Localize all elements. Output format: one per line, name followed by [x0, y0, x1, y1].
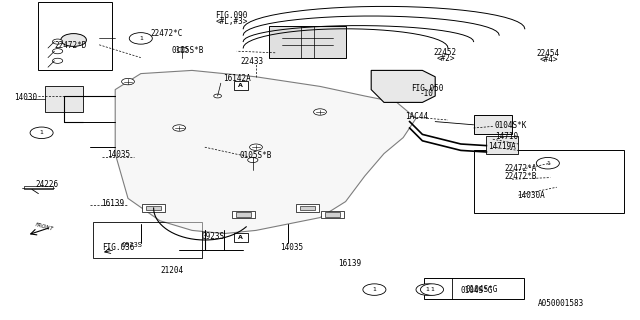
Text: FRONT: FRONT	[35, 222, 54, 232]
Bar	[38, 2, 112, 70]
Circle shape	[420, 284, 444, 295]
Bar	[236, 212, 251, 217]
Bar	[321, 211, 344, 218]
Text: 1: 1	[430, 287, 434, 292]
Circle shape	[52, 39, 63, 44]
Bar	[234, 233, 248, 242]
Polygon shape	[115, 70, 416, 234]
Text: <#4>: <#4>	[540, 55, 558, 64]
Text: -10: -10	[419, 89, 433, 98]
Circle shape	[52, 49, 63, 54]
Text: 16139: 16139	[101, 199, 124, 208]
Text: 0104S*G: 0104S*G	[461, 286, 493, 295]
Text: 14030A: 14030A	[517, 191, 545, 200]
Text: 0105S*B: 0105S*B	[240, 151, 273, 160]
Text: A050001583: A050001583	[538, 299, 584, 308]
Circle shape	[314, 109, 326, 115]
Circle shape	[248, 157, 258, 163]
Circle shape	[52, 58, 63, 63]
Circle shape	[173, 125, 186, 131]
Text: 14035: 14035	[280, 243, 303, 252]
Text: 14719A: 14719A	[488, 142, 515, 151]
Circle shape	[30, 127, 53, 139]
Bar	[486, 136, 518, 154]
Text: 14035: 14035	[108, 150, 131, 159]
Text: 1: 1	[372, 287, 376, 292]
Text: 1: 1	[139, 36, 143, 41]
Bar	[146, 206, 161, 210]
Text: 0104S*K: 0104S*K	[495, 121, 527, 130]
Text: 22472*C: 22472*C	[150, 29, 183, 38]
Text: 1AC44: 1AC44	[405, 112, 428, 121]
Circle shape	[363, 284, 386, 295]
Text: 0923S: 0923S	[122, 242, 143, 248]
Text: 14030: 14030	[14, 93, 37, 102]
Bar	[142, 204, 165, 212]
Bar	[269, 26, 346, 58]
Circle shape	[122, 78, 134, 85]
Bar	[45, 86, 83, 112]
Bar	[474, 115, 512, 134]
Text: A: A	[238, 83, 243, 88]
Text: 0923S: 0923S	[202, 232, 225, 241]
Text: 24226: 24226	[35, 180, 58, 188]
Circle shape	[61, 34, 86, 46]
Text: 21204: 21204	[160, 266, 183, 275]
Text: 22472*B: 22472*B	[504, 172, 537, 181]
Text: 1: 1	[546, 161, 550, 166]
Bar	[232, 211, 255, 218]
Circle shape	[536, 157, 559, 169]
Text: 0104S*G: 0104S*G	[465, 285, 498, 294]
Text: FIG.036: FIG.036	[102, 244, 135, 252]
Bar	[325, 212, 340, 217]
Text: 1: 1	[426, 287, 429, 292]
Text: 22452: 22452	[434, 48, 457, 57]
Polygon shape	[371, 70, 435, 102]
Text: 22433: 22433	[240, 57, 263, 66]
Circle shape	[250, 144, 262, 150]
Circle shape	[177, 47, 188, 52]
Bar	[93, 222, 202, 258]
Text: 22472*D: 22472*D	[54, 41, 87, 50]
Circle shape	[416, 284, 439, 295]
Text: 16139: 16139	[338, 259, 361, 268]
Text: <#L,#3>: <#L,#3>	[216, 17, 248, 26]
Text: FIG.050: FIG.050	[412, 84, 444, 92]
Text: A: A	[238, 235, 243, 240]
Text: FIG.090: FIG.090	[216, 11, 248, 20]
Circle shape	[129, 33, 152, 44]
Text: 22454: 22454	[536, 49, 559, 58]
Text: <#2>: <#2>	[437, 54, 456, 63]
Text: 22472*A: 22472*A	[504, 164, 537, 173]
Text: 0105S*B: 0105S*B	[172, 46, 204, 55]
Bar	[474, 150, 624, 213]
Text: 1: 1	[40, 130, 44, 135]
Bar	[296, 204, 319, 212]
Text: 16142A: 16142A	[223, 74, 250, 83]
Bar	[300, 206, 315, 210]
Bar	[24, 186, 53, 189]
Text: 14710: 14710	[495, 132, 518, 141]
Circle shape	[214, 94, 221, 98]
Bar	[234, 81, 248, 90]
Bar	[424, 278, 524, 299]
